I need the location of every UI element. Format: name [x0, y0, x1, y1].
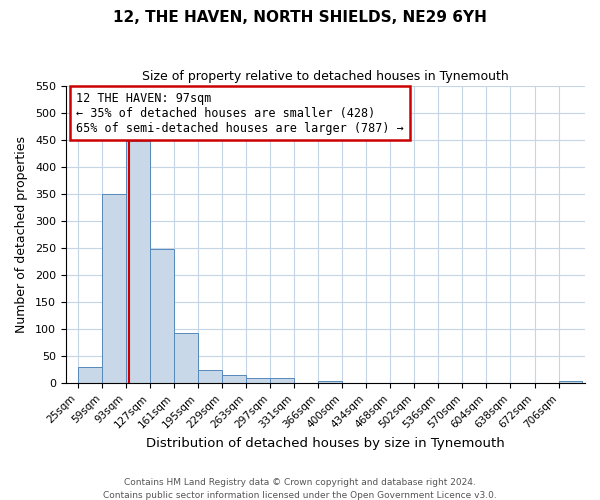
X-axis label: Distribution of detached houses by size in Tynemouth: Distribution of detached houses by size … [146, 437, 505, 450]
Bar [126, 141, 150, 384]
Bar [150, 249, 174, 384]
Bar [78, 367, 101, 384]
Bar [198, 370, 222, 384]
Bar [270, 378, 294, 384]
Bar [246, 378, 270, 384]
Bar [559, 381, 583, 384]
Text: 12, THE HAVEN, NORTH SHIELDS, NE29 6YH: 12, THE HAVEN, NORTH SHIELDS, NE29 6YH [113, 10, 487, 25]
Bar [174, 333, 198, 384]
Bar [102, 194, 126, 384]
Bar [222, 376, 246, 384]
Title: Size of property relative to detached houses in Tynemouth: Size of property relative to detached ho… [142, 70, 509, 83]
Text: Contains HM Land Registry data © Crown copyright and database right 2024.
Contai: Contains HM Land Registry data © Crown c… [103, 478, 497, 500]
Y-axis label: Number of detached properties: Number of detached properties [15, 136, 28, 333]
Text: 12 THE HAVEN: 97sqm
← 35% of detached houses are smaller (428)
65% of semi-detac: 12 THE HAVEN: 97sqm ← 35% of detached ho… [76, 92, 404, 134]
Bar [319, 381, 342, 384]
